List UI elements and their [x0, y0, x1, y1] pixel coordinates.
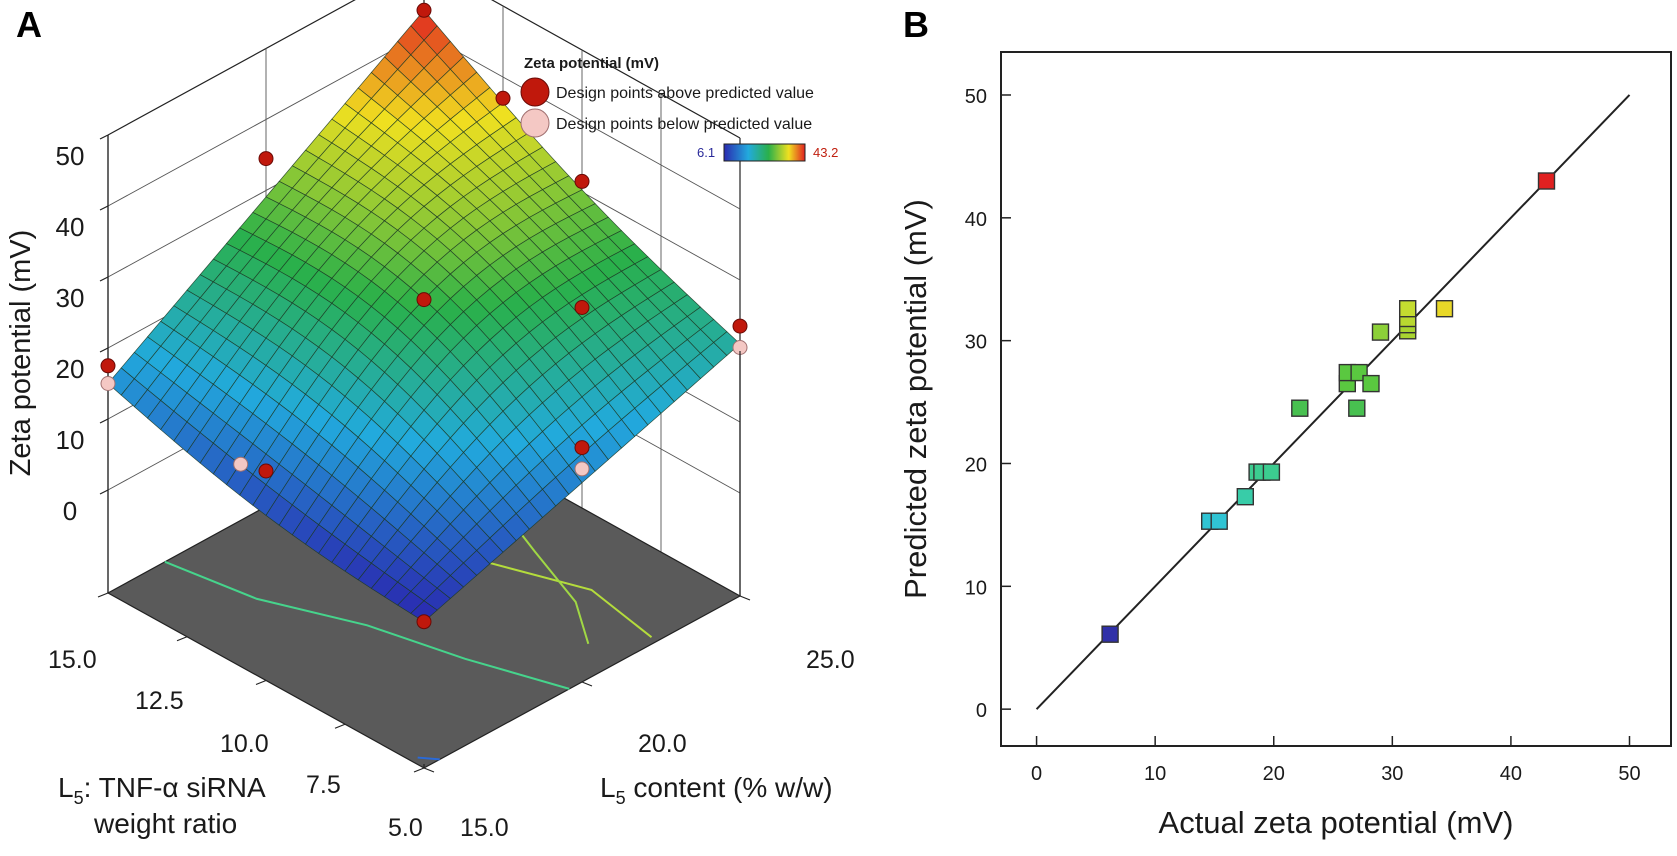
y-tick [739, 595, 751, 601]
x-tick-label: 7.5 [306, 771, 341, 799]
y-tick-label: 20 [965, 454, 987, 476]
x-tick-label: 50 [1618, 763, 1640, 785]
z-tick [99, 134, 109, 140]
y-tick-label: 30 [965, 332, 987, 354]
z-tick-label: 50 [56, 141, 85, 171]
y-axis-ticks: 0 10 20 30 40 50 [965, 86, 1011, 722]
frame-top-edge [107, 0, 741, 139]
y-tick [423, 767, 435, 773]
y-tick-label: 25.0 [806, 646, 855, 674]
x-tick-label: 0 [1031, 763, 1042, 785]
legend-label-above: Design points above predicted value [556, 85, 814, 102]
scatter-point [1435, 300, 1454, 318]
y-axis-title: L5 content (% w/w) [600, 772, 833, 808]
floor-contour [417, 756, 440, 761]
design-point-above [258, 151, 274, 167]
design-point-below [233, 456, 249, 472]
y-tick-label: 15.0 [460, 814, 509, 842]
x-tick [97, 592, 109, 598]
z-tick-label: 40 [56, 212, 85, 242]
x-axis-ticks: 0 10 20 30 40 50 [1031, 736, 1641, 785]
surface-front-frame [423, 351, 741, 768]
floor-contour [164, 560, 570, 690]
response-surface [107, 9, 741, 623]
x-tick-label: 40 [1500, 763, 1522, 785]
scatter-point [1262, 463, 1281, 481]
scatter-point [1348, 399, 1366, 417]
x-tick-label: 5.0 [388, 814, 423, 842]
scatter-point [1371, 323, 1390, 341]
design-point-above [416, 614, 432, 630]
x-tick [413, 767, 425, 773]
design-point-above [416, 2, 432, 18]
scatter-point [1362, 374, 1380, 393]
legend-title: Zeta potential (mV) [524, 55, 659, 72]
scatter-point [1398, 300, 1417, 318]
design-point-above [495, 90, 511, 106]
z-tick-label: 10 [56, 425, 85, 455]
z-tick [99, 489, 109, 495]
legend-label-below: Design points below predicted value [556, 116, 812, 133]
z-tick-label: 0 [63, 496, 77, 526]
z-axis-ticks: 0 10 20 30 40 50 [56, 141, 85, 526]
design-point-above [574, 173, 590, 189]
legend-marker-above [520, 77, 550, 107]
z-tick-label: 20 [56, 354, 85, 384]
x-axis-title: Actual zeta potential (mV) [1159, 805, 1514, 840]
y-tick-label: 20.0 [638, 730, 687, 758]
z-tick [99, 276, 109, 282]
x-tick [334, 723, 346, 729]
z-tick-label: 30 [56, 283, 85, 313]
z-tick [99, 347, 109, 353]
scatter-point [1537, 172, 1556, 190]
reference-line [1035, 94, 1631, 710]
y-tick-label: 10 [965, 577, 987, 599]
design-point-above [100, 358, 116, 374]
x-axis-title: L5: TNF-α siRNA [58, 772, 266, 808]
y-tick-label: 50 [965, 86, 987, 108]
scatter-point [1236, 488, 1255, 506]
design-point-above [574, 440, 590, 456]
x-tick-label: 12.5 [135, 687, 184, 715]
scatter-point [1101, 625, 1119, 643]
predicted-vs-actual-plot: 0 10 20 30 40 50 0 10 20 30 40 50 Actual zeta pote… [898, 51, 1672, 840]
design-point-above [258, 463, 274, 479]
y-tick-label: 0 [976, 700, 987, 722]
x-tick-label: 15.0 [48, 646, 97, 674]
design-point-above [416, 292, 432, 308]
design-point-above [732, 318, 748, 334]
legend-marker-below [520, 108, 550, 138]
z-axis-title: Zeta potential (mV) [5, 230, 37, 477]
x-tick-label: 10.0 [220, 730, 269, 758]
y-tick [581, 681, 593, 687]
design-point-above [574, 300, 590, 315]
x-tick-label: 10 [1144, 763, 1166, 785]
colorscale-max-label: 43.2 [813, 145, 838, 160]
design-points [100, 2, 748, 630]
x-axis-title-line2: weight ratio [93, 808, 237, 839]
z-tick [99, 205, 109, 211]
y-axis-title: Predicted zeta potential (mV) [898, 199, 933, 599]
x-tick-label: 20 [1263, 763, 1285, 785]
scatter-point [1210, 512, 1228, 530]
surface-plot: 0 10 20 30 40 50 Zeta potential (mV) 15.… [5, 0, 855, 842]
colorscale-min-label: 6.1 [697, 145, 715, 160]
panel-b-label: B [903, 4, 929, 45]
x-tick [255, 679, 267, 686]
z-tick [99, 418, 109, 424]
panel-a-label: A [16, 4, 42, 45]
scatter-points [1101, 172, 1556, 643]
x-axis-ticks: 15.0 12.5 10.0 7.5 5.0 [48, 646, 423, 842]
y-tick-label: 40 [965, 209, 987, 231]
plot-frame [1000, 51, 1672, 747]
surface-legend: Zeta potential (mV) Design points above … [520, 55, 838, 162]
scatter-point [1291, 399, 1309, 417]
x-tick-label: 30 [1381, 763, 1403, 785]
x-tick [176, 636, 188, 642]
colorscale-bar [723, 143, 806, 162]
design-point-below [574, 461, 590, 477]
design-point-below [100, 376, 116, 391]
y-axis-ticks: 15.0 20.0 25.0 [460, 646, 855, 842]
